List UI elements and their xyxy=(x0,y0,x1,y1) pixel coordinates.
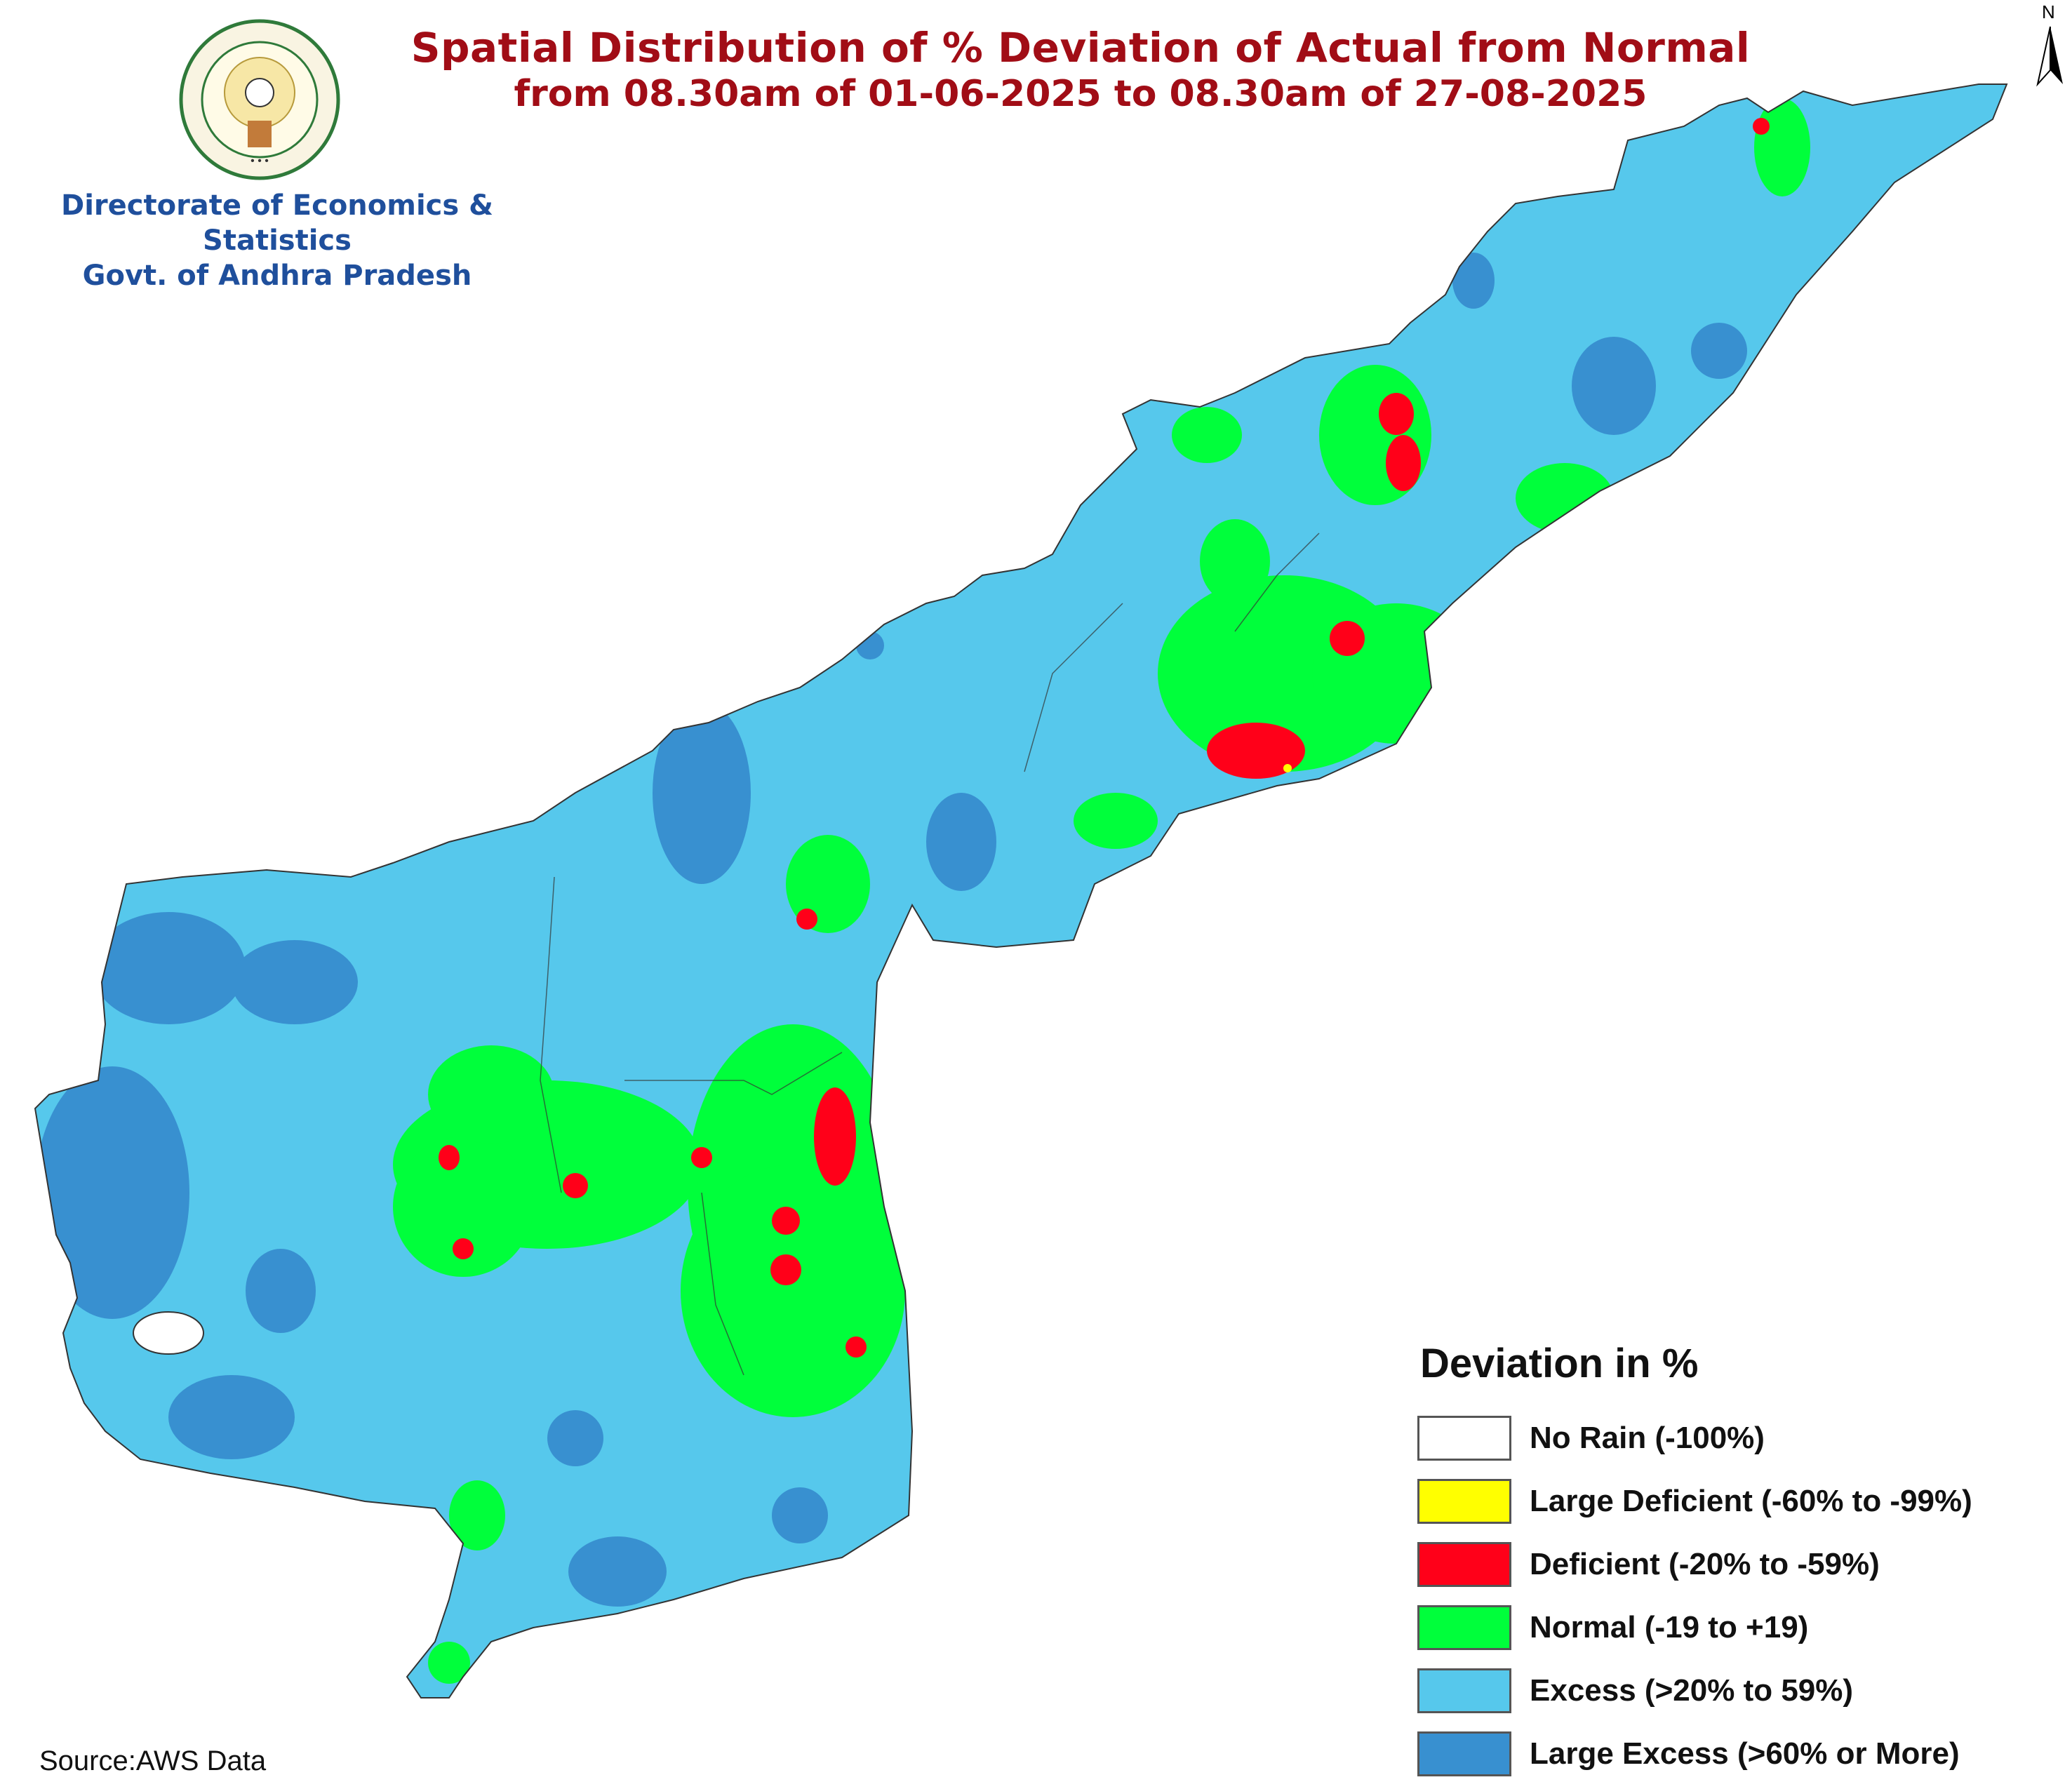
legend-label: Deficient (-20% to -59%) xyxy=(1530,1547,1880,1581)
legend-swatch xyxy=(1417,1416,1511,1461)
legend-swatch xyxy=(1417,1479,1511,1524)
legend-label: Large Deficient (-60% to -99%) xyxy=(1530,1484,1972,1518)
legend: Deviation in % No Rain (-100%) Large Def… xyxy=(1410,1340,2056,1785)
title-line: Spatial Distribution of % Deviation of A… xyxy=(410,24,1751,72)
legend-swatch xyxy=(1417,1605,1511,1650)
legend-title: Deviation in % xyxy=(1420,1341,1699,1386)
source-note: Source:AWS Data xyxy=(39,1746,267,1776)
legend-label: No Rain (-100%) xyxy=(1530,1421,1765,1455)
legend-label: Large Excess (>60% or More) xyxy=(1530,1736,1960,1771)
legend-item-large-deficient: Large Deficient (-60% to -99%) xyxy=(1410,1470,2056,1533)
org-line-1: Directorate of Economics & Statistics xyxy=(61,189,493,257)
legend-label: Excess (>20% to 59%) xyxy=(1530,1673,1854,1708)
legend-item-no-rain: No Rain (-100%) xyxy=(1410,1407,2056,1470)
legend-label: Normal (-19 to +19) xyxy=(1530,1610,1809,1644)
north-arrow-icon xyxy=(2036,26,2063,87)
svg-text:• • •: • • • xyxy=(250,155,269,167)
legend-swatch xyxy=(1417,1668,1511,1713)
subtitle-line: from 08.30am of 01-06-2025 to 08.30am of… xyxy=(514,73,1647,115)
legend-item-excess: Excess (>20% to 59%) xyxy=(1410,1659,2056,1722)
legend-item-normal: Normal (-19 to +19) xyxy=(1410,1596,2056,1659)
map-title: Spatial Distribution of % Deviation of A… xyxy=(393,24,1768,115)
org-line-2: Govt. of Andhra Pradesh xyxy=(82,260,472,292)
legend-swatch xyxy=(1417,1731,1511,1776)
legend-swatch xyxy=(1417,1542,1511,1587)
state-emblem-icon: • • • xyxy=(179,19,340,180)
legend-item-large-excess: Large Excess (>60% or More) xyxy=(1410,1722,2056,1785)
organization-name: Directorate of Economics & Statistics Go… xyxy=(0,188,554,293)
north-label: N xyxy=(2042,1,2055,22)
legend-item-deficient: Deficient (-20% to -59%) xyxy=(1410,1533,2056,1596)
